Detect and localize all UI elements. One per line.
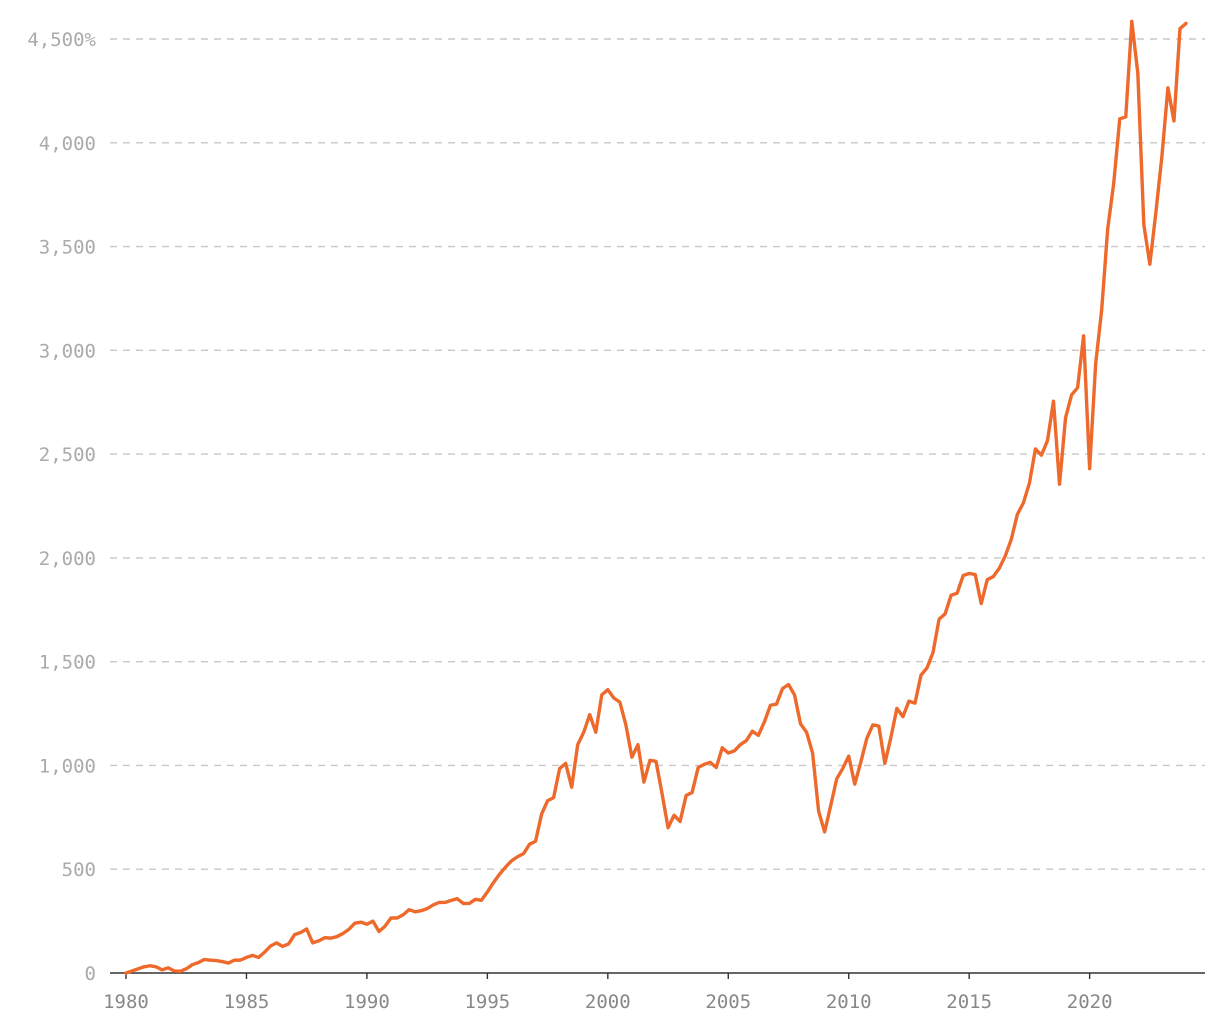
y-tick-label: 1,500 (39, 652, 96, 674)
y-tick-label: 2,500 (39, 444, 96, 466)
x-tick-label: 2015 (946, 991, 992, 1013)
y-tick-label: 3,500 (39, 237, 96, 259)
x-tick-label: 1985 (224, 991, 270, 1013)
series-line (124, 19, 1188, 975)
x-tick-label: 2010 (826, 991, 872, 1013)
y-tick-label: 1,000 (39, 755, 96, 777)
x-axis: 1980 1985 1990 1995 2000 2005 2010 2015 2020 (103, 973, 1113, 1013)
y-tick-label: 4,000 (39, 133, 96, 155)
y-tick-label: 500 (62, 859, 96, 881)
y-tick-label: 4,500% (27, 29, 96, 51)
y-axis-tick-labels: 0 500 1,000 1,500 2,000 2,500 3,000 3,500 4,000 4… (27, 29, 96, 985)
x-tick-label: 2020 (1067, 991, 1113, 1013)
x-tick-label: 1990 (344, 991, 390, 1013)
series-layer (124, 19, 1188, 975)
x-tick-label: 1980 (103, 991, 149, 1013)
x-tick-label: 2005 (705, 991, 751, 1013)
y-tick-label: 3,000 (39, 340, 96, 362)
gridlines (110, 38, 1205, 870)
y-tick-label: 0 (85, 963, 96, 985)
x-tick-label: 1995 (464, 991, 510, 1013)
x-tick-label: 2000 (585, 991, 631, 1013)
y-tick-label: 2,000 (39, 548, 96, 570)
